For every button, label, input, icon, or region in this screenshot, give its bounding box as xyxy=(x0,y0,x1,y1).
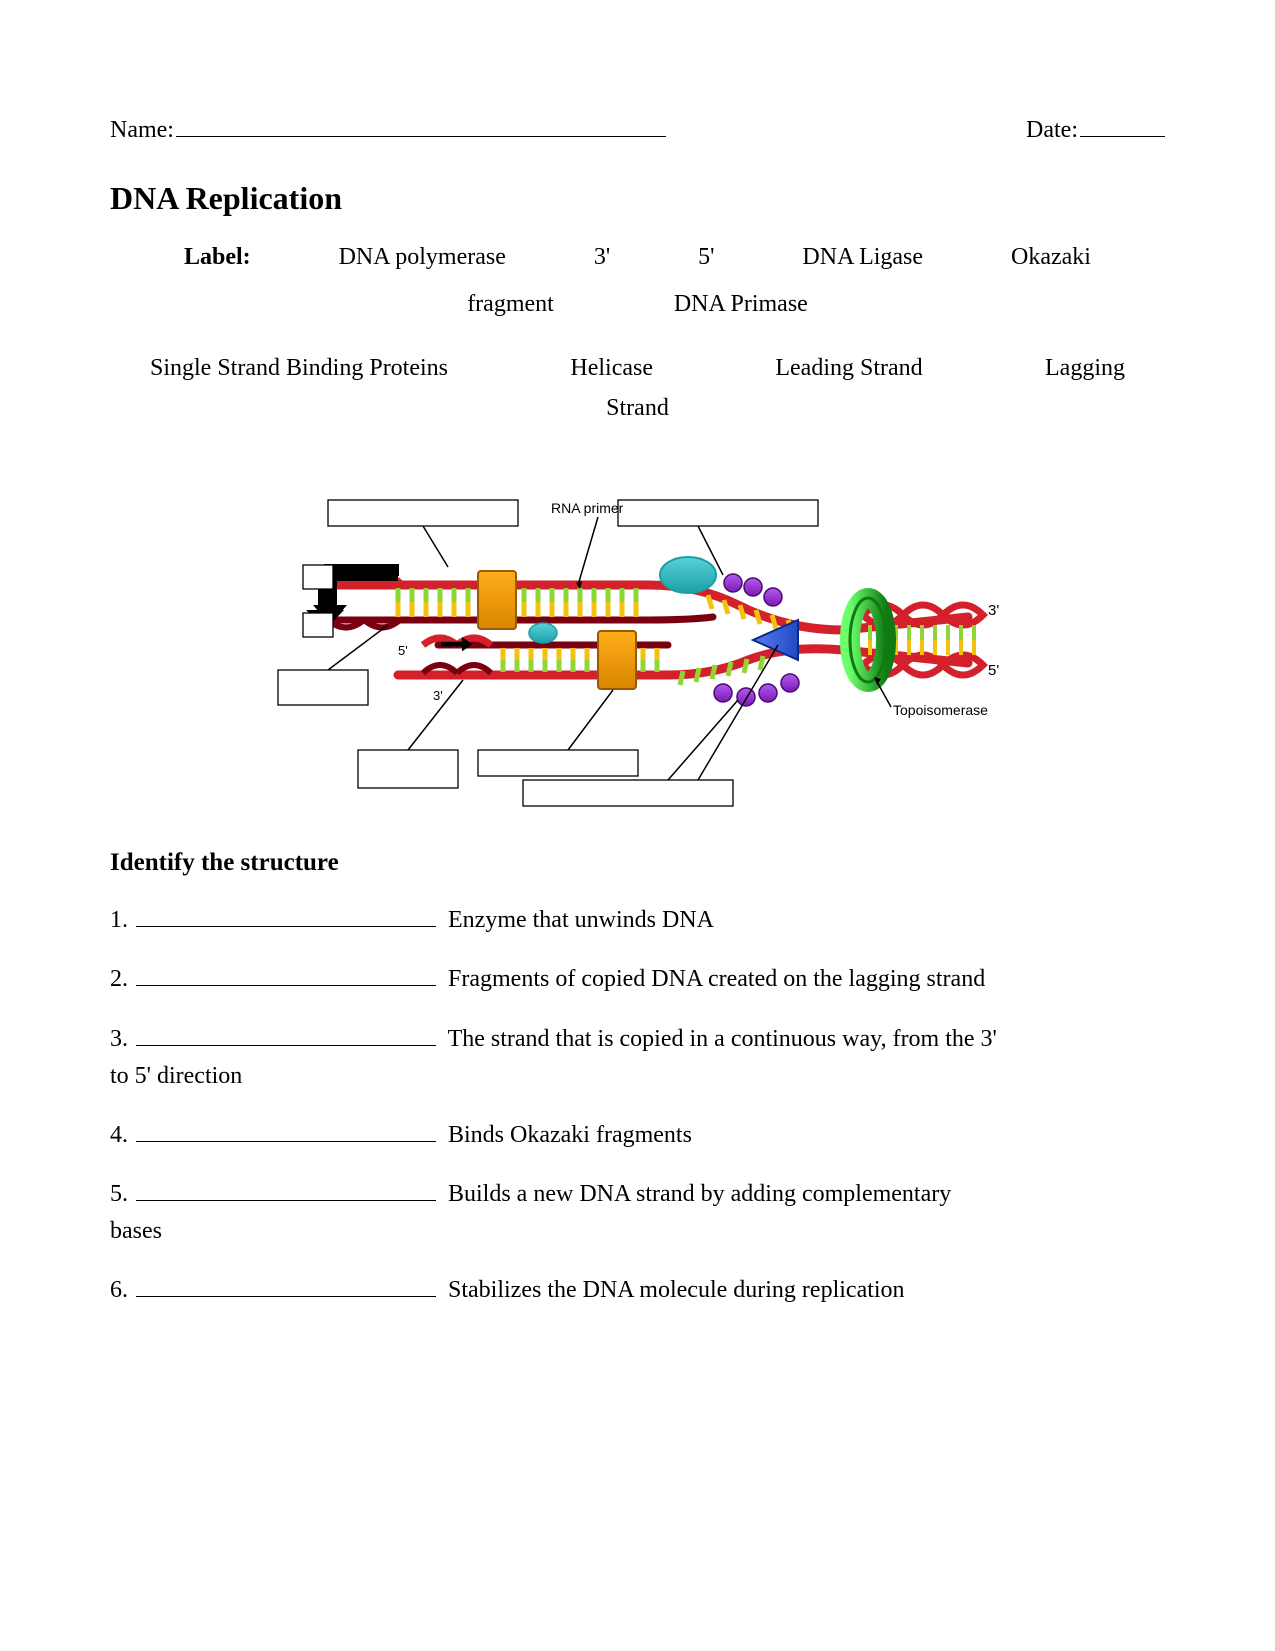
question-row: 3. The strand that is copied in a contin… xyxy=(110,1021,1165,1095)
svg-text:3': 3' xyxy=(988,602,999,619)
wordbank-row-3: Single Strand Binding Proteins Helicase … xyxy=(110,352,1165,386)
question-number: 5. xyxy=(110,1181,134,1207)
question-number: 1. xyxy=(110,907,134,933)
question-row: 4. Binds Okazaki fragments xyxy=(110,1117,1165,1154)
wb-item: DNA Ligase xyxy=(802,241,923,275)
wb-item: DNA Primase xyxy=(674,288,808,322)
date-field: Date: xyxy=(1026,110,1165,148)
worksheet-page: Name: Date: DNA Replication Label: DNA p… xyxy=(0,0,1275,1651)
wordbank-row-4: Strand xyxy=(110,392,1165,426)
section-heading: Identify the structure xyxy=(110,845,1165,880)
date-blank[interactable] xyxy=(1080,110,1165,137)
word-bank: Label: DNA polymerase 3' 5' DNA Ligase O… xyxy=(110,241,1165,425)
wb-item: DNA polymerase xyxy=(339,241,506,275)
question-number: 2. xyxy=(110,966,134,992)
svg-text:3': 3' xyxy=(433,688,443,703)
name-field: Name: xyxy=(110,110,666,148)
svg-text:5': 5' xyxy=(988,662,999,679)
answer-blank[interactable] xyxy=(136,961,436,986)
question-text: Stabilizes the DNA molecule during repli… xyxy=(442,1277,905,1303)
svg-text:RNA primer: RNA primer xyxy=(551,500,624,516)
dna-replication-diagram: RNA primer 5' 3' 3' 5' Topoisomerase xyxy=(268,475,1008,815)
name-label: Name: xyxy=(110,114,174,148)
question-row: 1. Enzyme that unwinds DNA xyxy=(110,902,1165,939)
question-number: 6. xyxy=(110,1277,134,1303)
question-text-wrap: to 5' direction xyxy=(110,1063,242,1089)
wb-item: Helicase xyxy=(570,352,653,386)
wb-item: Lagging xyxy=(1045,352,1125,386)
answer-blank[interactable] xyxy=(136,902,436,927)
wordbank-row-2: fragment DNA Primase xyxy=(110,288,1165,322)
answer-blank[interactable] xyxy=(136,1117,436,1142)
question-row: 2. Fragments of copied DNA created on th… xyxy=(110,961,1165,998)
page-title: DNA Replication xyxy=(110,176,1165,221)
answer-blank[interactable] xyxy=(136,1021,436,1046)
date-label: Date: xyxy=(1026,114,1078,148)
wb-item: fragment xyxy=(467,288,554,322)
question-text: Enzyme that unwinds DNA xyxy=(442,907,714,933)
wb-item: Strand xyxy=(606,395,669,421)
wordbank-label: Label: xyxy=(184,241,251,275)
answer-blank[interactable] xyxy=(136,1272,436,1297)
wordbank-row-1: Label: DNA polymerase 3' 5' DNA Ligase O… xyxy=(110,241,1165,275)
wb-item: 5' xyxy=(698,241,714,275)
question-row: 6. Stabilizes the DNA molecule during re… xyxy=(110,1272,1165,1309)
question-text: Binds Okazaki fragments xyxy=(442,1122,692,1148)
questions-list: 1. Enzyme that unwinds DNA 2. Fragments o… xyxy=(110,902,1165,1310)
question-row: 5. Builds a new DNA strand by adding com… xyxy=(110,1176,1165,1250)
wb-item: Okazaki xyxy=(1011,241,1091,275)
wb-item: Leading Strand xyxy=(775,352,922,386)
question-text: Builds a new DNA strand by adding comple… xyxy=(442,1181,951,1207)
question-number: 4. xyxy=(110,1122,134,1148)
wb-item: Single Strand Binding Proteins xyxy=(150,352,448,386)
svg-text:Topoisomerase: Topoisomerase xyxy=(893,702,988,718)
question-text-wrap: bases xyxy=(110,1218,162,1244)
diagram-container: RNA primer 5' 3' 3' 5' Topoisomerase xyxy=(110,475,1165,815)
question-text: Fragments of copied DNA created on the l… xyxy=(442,966,985,992)
svg-text:5': 5' xyxy=(398,643,408,658)
name-blank[interactable] xyxy=(176,110,666,137)
wb-item: 3' xyxy=(594,241,610,275)
header-row: Name: Date: xyxy=(110,110,1165,148)
answer-blank[interactable] xyxy=(136,1176,436,1201)
question-number: 3. xyxy=(110,1026,134,1052)
question-text: The strand that is copied in a continuou… xyxy=(442,1026,997,1052)
